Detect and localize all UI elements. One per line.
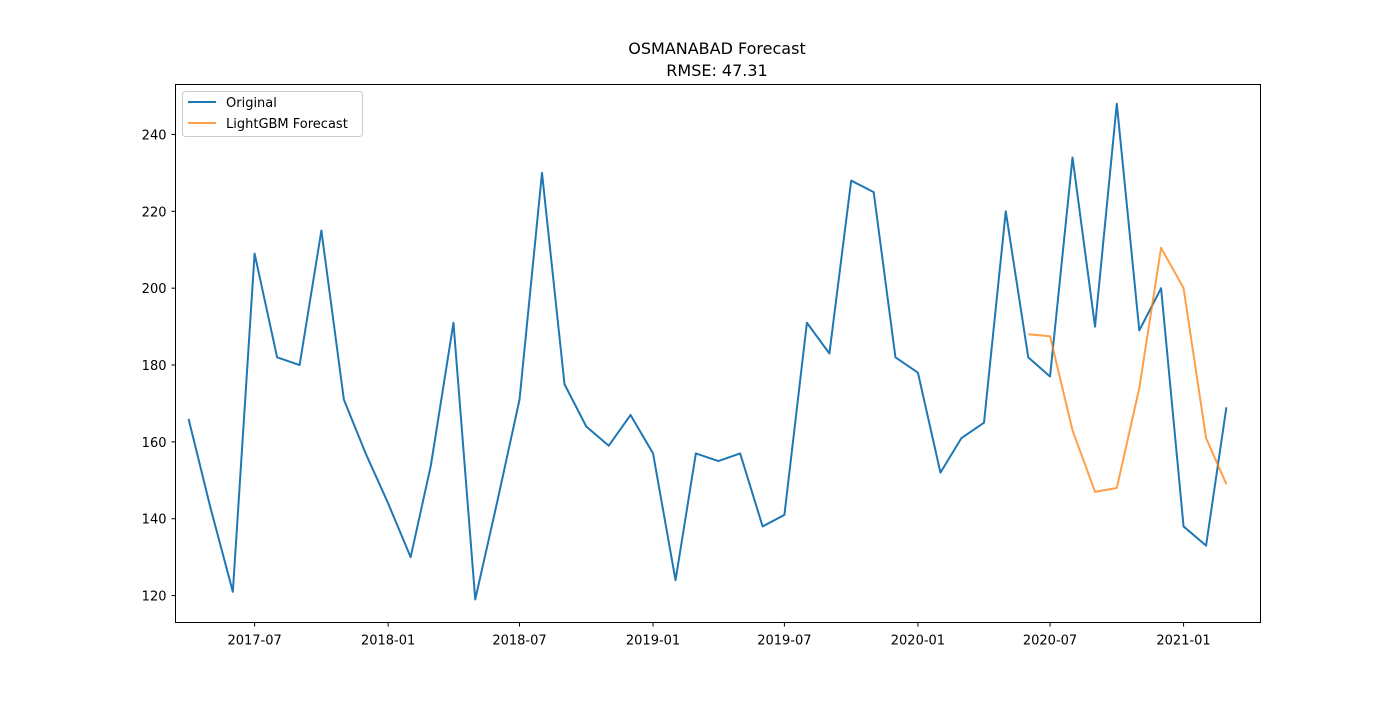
y-tick-label: 180 bbox=[142, 359, 167, 374]
x-tick-label: 2018-07 bbox=[492, 634, 546, 649]
legend: Original LightGBM Forecast bbox=[182, 91, 363, 137]
x-tick-label: 2020-01 bbox=[891, 634, 945, 649]
y-tick-label: 120 bbox=[142, 590, 167, 605]
y-axis: 120 140 160 180 200 220 240 bbox=[142, 128, 176, 605]
legend-label-lightgbm-forecast: LightGBM Forecast bbox=[226, 117, 348, 132]
x-tick-label: 2017-07 bbox=[227, 634, 281, 649]
y-tick-label: 220 bbox=[142, 205, 167, 220]
chart-subtitle: RMSE: 47.31 bbox=[666, 61, 767, 80]
y-tick-label: 160 bbox=[142, 436, 167, 451]
chart-title: OSMANABAD Forecast bbox=[628, 39, 805, 58]
legend-box bbox=[182, 91, 363, 137]
x-tick-label: 2020-07 bbox=[1023, 634, 1077, 649]
plot-area-frame bbox=[175, 84, 1261, 623]
x-tick-label: 2019-01 bbox=[626, 634, 680, 649]
series-line-original bbox=[187, 102, 1228, 601]
series-lines bbox=[187, 102, 1228, 601]
y-tick-label: 140 bbox=[142, 513, 167, 528]
y-tick-label: 240 bbox=[142, 128, 167, 143]
x-tick-label: 2018-01 bbox=[361, 634, 415, 649]
x-tick-label: 2021-01 bbox=[1156, 634, 1210, 649]
y-tick-label: 200 bbox=[142, 282, 167, 297]
legend-label-original: Original bbox=[226, 96, 277, 111]
series-line-lightgbm-forecast bbox=[1028, 246, 1228, 493]
x-tick-label: 2019-07 bbox=[757, 634, 811, 649]
x-axis: 2017-07 2018-01 2018-07 2019-01 2019-07 2020-… bbox=[227, 622, 1211, 649]
